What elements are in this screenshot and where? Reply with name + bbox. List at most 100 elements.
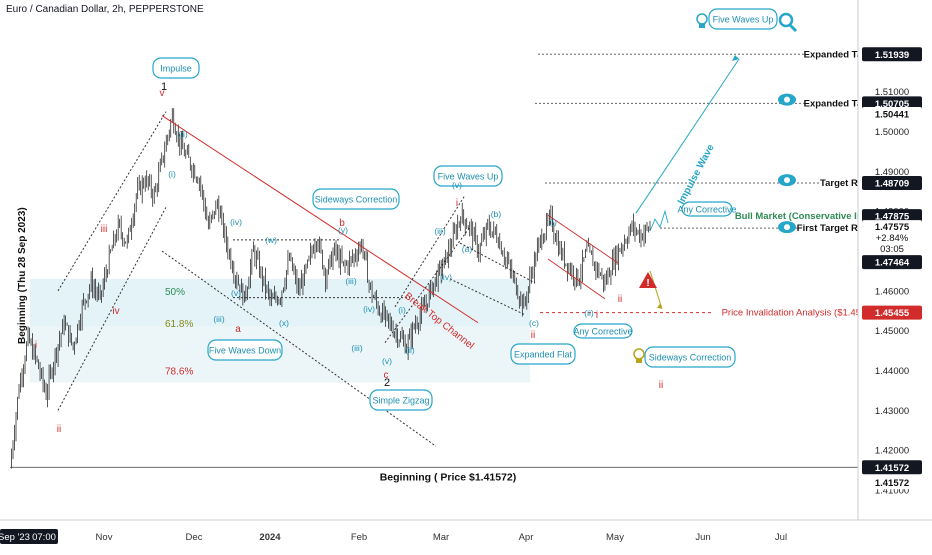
eye-icon bbox=[778, 93, 796, 106]
callout-bubble: Impulse bbox=[152, 57, 200, 79]
bubble-frame bbox=[312, 188, 400, 210]
target-range-label: Target Range bbox=[820, 178, 880, 189]
bubble-text: Any Corrective bbox=[573, 327, 632, 337]
wave-label-teal: (v) bbox=[231, 288, 241, 298]
search-icon bbox=[778, 12, 798, 33]
callout-bubble: Any Corrective bbox=[677, 201, 737, 217]
warning-icon: ! bbox=[639, 272, 657, 289]
wave-label-teal: (ii) bbox=[178, 129, 188, 139]
wave-label-teal: (iii) bbox=[351, 343, 362, 353]
wave-label-red: v bbox=[160, 88, 165, 99]
x-tick-label: Jun bbox=[695, 532, 710, 543]
channel-line bbox=[547, 214, 619, 264]
wave-label-red: ii bbox=[618, 294, 622, 305]
bulb-base bbox=[636, 359, 642, 363]
fib-zone-50 bbox=[30, 278, 530, 327]
callout-bubble: Expanded Flat bbox=[510, 343, 576, 365]
wave-label-black: 1 bbox=[161, 81, 167, 93]
wave-label-red: b bbox=[339, 218, 345, 229]
x-tick-label: Feb bbox=[351, 532, 367, 543]
break-top-channel-line bbox=[161, 115, 479, 324]
callout-bubble: Any Corrective bbox=[573, 323, 633, 339]
arrow-head bbox=[657, 303, 662, 309]
bubble-frame bbox=[369, 389, 433, 411]
search-lens bbox=[778, 12, 794, 28]
y-tick-label: 1.45000 bbox=[875, 326, 909, 337]
wave-label-teal: (y) bbox=[338, 225, 348, 235]
x-tick-label: Nov bbox=[96, 532, 113, 543]
impulse-wave-label: Impulse Wave bbox=[676, 142, 717, 206]
y-tick-label: 1.42000 bbox=[875, 446, 909, 457]
warning-mark: ! bbox=[646, 278, 649, 289]
last-price-change: +2.84% bbox=[876, 233, 909, 244]
bubble-text: Any Corrective bbox=[677, 205, 736, 215]
expanded-target-label: Expanded Target bbox=[804, 98, 881, 109]
lightbulb-icon bbox=[696, 13, 708, 28]
wave-label-teal: (i) bbox=[168, 169, 176, 179]
last-price-block: 1.47575+2.84%03:05 1.47464 bbox=[862, 220, 922, 270]
bubble-text: Sideways Correction bbox=[649, 353, 732, 363]
eye-pupil bbox=[784, 177, 790, 184]
symbol-title: Euro / Canadian Dollar, 2h, PEPPERSTONE bbox=[6, 4, 204, 15]
wave-label-teal: (iv) bbox=[230, 217, 242, 227]
wave-label-red: i bbox=[456, 198, 458, 209]
wave-label-teal: (v) bbox=[452, 180, 462, 190]
x-tick-label: Jul bbox=[775, 532, 787, 543]
invalidation-label: Price Invalidation Analysis ($1.45455) bbox=[722, 308, 880, 319]
wave-label-teal: (iv) bbox=[363, 304, 375, 314]
x-tick-label: 2024 bbox=[259, 532, 281, 543]
price-tag: 1.51939 bbox=[862, 47, 922, 62]
prev-price: 1.47464 bbox=[875, 258, 910, 269]
y-tick-label: 1.46000 bbox=[875, 286, 909, 297]
wave-label-teal: (iii) bbox=[213, 314, 224, 324]
callout-bubble: Five Waves Up bbox=[708, 8, 778, 30]
price-tag: 1.41572 bbox=[862, 475, 922, 490]
price-tag: 1.50705 bbox=[862, 96, 922, 111]
price-tag-text: 1.47875 bbox=[875, 212, 910, 223]
price-tag: 1.47875 bbox=[862, 209, 922, 224]
callout-bubble: Sideways Correction bbox=[644, 346, 736, 368]
x-tick-label: Apr bbox=[519, 532, 534, 543]
channel-line bbox=[161, 250, 437, 447]
bull-market-label: Bull Market (Conservative IDEA) bbox=[735, 211, 880, 222]
bubble-text: Simple Zigzag bbox=[372, 396, 429, 406]
y-tick-label: 1.43000 bbox=[875, 406, 909, 417]
price-tag-text: 1.50705 bbox=[875, 99, 910, 110]
callout-bubble: Five Waves Up bbox=[433, 165, 503, 187]
bubble-text: Five Waves Down bbox=[209, 346, 281, 356]
y-tick-label: 1.41000 bbox=[875, 486, 909, 497]
search-handle bbox=[788, 23, 798, 33]
wave-label-teal: (iv) bbox=[440, 272, 452, 282]
impulse-arrow bbox=[635, 58, 740, 214]
bubble-frame bbox=[573, 323, 633, 339]
wave-label-teal: (iii) bbox=[434, 226, 445, 236]
price-tag-text: 1.41572 bbox=[875, 478, 909, 489]
price-tag-bg bbox=[862, 96, 922, 111]
price-tag-bg bbox=[862, 305, 922, 320]
time-tag-bg bbox=[0, 529, 58, 544]
price-tag-bg bbox=[862, 460, 922, 475]
lightbulb-icon bbox=[633, 348, 645, 363]
corrective-zigzag bbox=[649, 209, 669, 232]
channel-line bbox=[394, 194, 466, 308]
channel-line bbox=[547, 258, 606, 300]
wave-label-teal: (b) bbox=[491, 209, 502, 219]
bubble-text: Five Waves Up bbox=[438, 172, 499, 182]
bubble-text: Impulse bbox=[160, 64, 192, 74]
price-tag-text: 1.41572 bbox=[875, 463, 909, 474]
warning-triangle bbox=[639, 272, 657, 288]
wave-label-teal: (x) bbox=[279, 318, 289, 328]
wave-label-red: iii bbox=[101, 224, 108, 235]
price-tag-bg bbox=[862, 175, 922, 190]
price-tag: 1.48709 bbox=[862, 175, 922, 190]
wave-label-red: ii bbox=[659, 380, 663, 391]
y-tick-label: 1.49000 bbox=[875, 167, 909, 178]
bar-countdown: 03:05 bbox=[880, 244, 904, 255]
price-tag-bg bbox=[862, 47, 922, 62]
price-tag-bg bbox=[862, 475, 922, 490]
bubble-frame bbox=[708, 8, 778, 30]
y-tick-label: 1.50000 bbox=[875, 127, 909, 138]
down-arrow bbox=[649, 270, 663, 309]
